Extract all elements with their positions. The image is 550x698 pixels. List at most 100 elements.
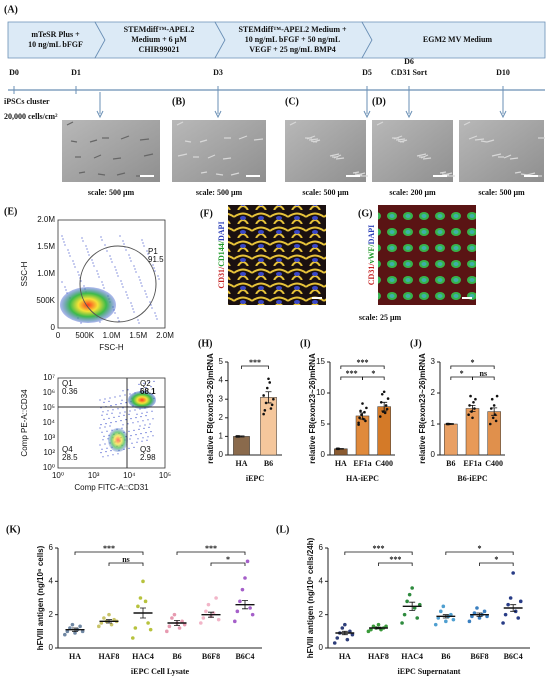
x-axis-label: iEPC Supernatant — [398, 667, 461, 676]
data-point — [70, 622, 75, 627]
x-tick-label: B6 — [264, 459, 273, 468]
data-point — [494, 419, 498, 423]
day-label: D10 — [496, 68, 510, 77]
data-point — [438, 609, 443, 614]
event-dot — [102, 439, 104, 441]
bar — [233, 436, 250, 456]
x-tick-label: B6 — [446, 459, 455, 468]
data-point — [63, 632, 67, 637]
event-dot — [92, 262, 94, 264]
significance-label: *** — [373, 544, 385, 553]
error-bar — [381, 401, 388, 412]
event-dot — [103, 418, 105, 420]
event-dot — [140, 282, 142, 284]
event-dot — [155, 315, 157, 317]
event-dot — [101, 239, 103, 241]
data-point — [469, 394, 472, 398]
event-dot — [112, 409, 114, 411]
event-dot — [99, 399, 101, 401]
event-dot — [93, 265, 95, 267]
event-dot — [137, 438, 139, 440]
cell-texture — [184, 140, 192, 143]
data-point — [172, 612, 177, 617]
gate — [79, 245, 157, 323]
data-point — [386, 397, 390, 400]
cell-texture — [463, 121, 471, 126]
data-point — [433, 622, 438, 627]
event-dot — [61, 235, 63, 237]
significance-label: * — [371, 369, 375, 378]
event-dot — [108, 400, 110, 402]
significance-bracket — [344, 551, 413, 555]
data-point — [165, 629, 169, 634]
y-tick-label: 15 — [316, 357, 325, 366]
stage-text: Medium + 6 μM — [131, 35, 187, 44]
day-label: D5 — [362, 68, 372, 77]
y-tick-label: 10⁰ — [43, 463, 55, 472]
panel-label: (G) — [358, 208, 372, 219]
event-dot — [114, 266, 116, 268]
significance-bracket — [479, 562, 514, 566]
x-tick-label: 1.0M — [103, 331, 121, 340]
event-dot — [82, 240, 84, 242]
scale-text: scale: 200 μm — [389, 188, 436, 197]
event-dot — [145, 387, 147, 389]
data-point — [167, 624, 172, 629]
event-dot — [151, 307, 153, 309]
y-tick-label: 3 — [431, 357, 436, 366]
x-tick-label: B6F8 — [470, 652, 488, 661]
event-dot — [156, 318, 158, 320]
event-dot — [105, 451, 107, 453]
x-tick-label: B6C4 — [235, 652, 254, 661]
cell-texture — [441, 173, 450, 176]
event-dot — [148, 256, 150, 258]
event-dot — [118, 320, 120, 322]
x-tick-label: HAC4 — [401, 652, 423, 661]
data-point — [272, 397, 275, 401]
y-tick-label: 3 — [219, 394, 224, 403]
significance-label: * — [226, 555, 230, 564]
y-tick-label: 10³ — [43, 433, 55, 442]
stain-part: CD31/ — [367, 263, 376, 286]
data-point — [407, 592, 412, 597]
event-dot — [111, 412, 113, 414]
event-dot — [72, 260, 74, 262]
event-dot — [135, 271, 137, 273]
data-point — [73, 631, 77, 635]
x-axis-label: Comp FITC-A::CD31 — [74, 483, 149, 492]
data-point — [78, 624, 82, 629]
cell-texture — [329, 153, 340, 157]
significance-bracket — [450, 365, 495, 369]
data-point — [415, 616, 420, 620]
stain-part: CD144/ — [217, 240, 226, 267]
y-tick-label: 10⁷ — [43, 373, 55, 382]
error-bar — [341, 630, 348, 636]
event-dot — [130, 302, 132, 304]
scale-text: scale: 500 μm — [302, 188, 349, 197]
error-bar — [510, 604, 517, 612]
data-point — [378, 415, 382, 418]
cell-texture — [176, 121, 184, 126]
cell-texture — [93, 154, 102, 159]
sort-label: CD31 Sort — [391, 68, 428, 77]
data-point — [365, 406, 368, 410]
data-point — [518, 599, 523, 604]
event-dot — [106, 430, 108, 432]
event-dot — [123, 243, 125, 245]
panel-label: (K) — [6, 524, 20, 535]
data-point — [444, 619, 448, 624]
data-point — [240, 587, 245, 592]
cell-texture — [474, 138, 485, 141]
cell-texture — [238, 135, 248, 140]
significance-label: *** — [389, 555, 401, 564]
event-dot — [85, 245, 87, 247]
error-bar — [106, 619, 112, 624]
event-dot — [130, 260, 132, 262]
event-dot — [102, 456, 104, 458]
significance-bracket — [472, 376, 495, 380]
y-tick-label: 4 — [49, 576, 54, 585]
event-dot — [63, 241, 65, 243]
quadrant-name: Q2 — [140, 379, 151, 388]
y-axis-label: hFVIII antigen (ng/10⁶ cells/24h) — [306, 537, 315, 658]
